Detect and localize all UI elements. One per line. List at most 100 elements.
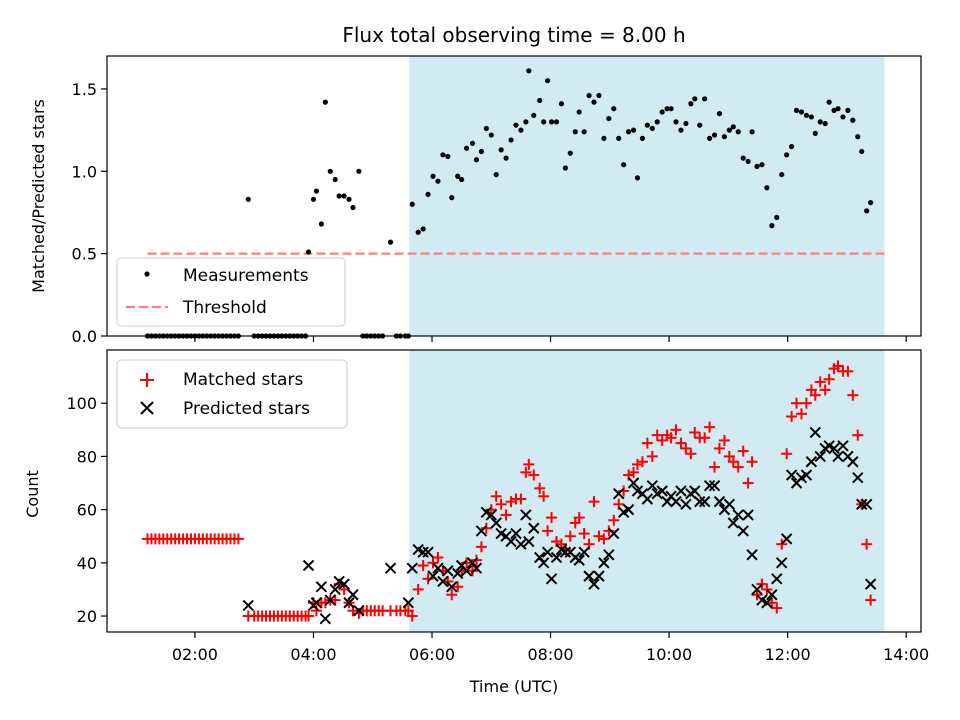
predicted-star-point (837, 440, 849, 452)
predicted-star-point (505, 535, 517, 548)
matched-star-point (791, 397, 803, 409)
x-tick-label: 14:00 (883, 645, 929, 664)
predicted-star-point (573, 554, 585, 566)
measurement-point (463, 145, 470, 151)
matched-star-point (528, 469, 540, 481)
predicted-star-point (302, 559, 315, 572)
measurement-point (415, 229, 421, 235)
measurement-point (721, 134, 728, 140)
matched-star-point (515, 493, 527, 505)
measurement-point (855, 134, 861, 140)
matched-star-point (809, 389, 821, 401)
predicted-star-point (694, 495, 706, 508)
predicted-star-point (523, 535, 535, 548)
predicted-star-point (432, 562, 444, 574)
measurement-point (473, 157, 480, 163)
matched-star-point (578, 528, 590, 540)
predicted-star-point (776, 557, 788, 569)
measurement-point (659, 109, 665, 115)
predicted-star-point (766, 589, 778, 601)
top-y-tick-label: 1.5 (72, 80, 97, 99)
matched-star-point (861, 538, 873, 550)
matched-star-point (573, 512, 585, 524)
measurement-point (553, 119, 560, 125)
predicted-star-point (598, 557, 610, 569)
matched-star-point (814, 376, 826, 388)
top-y-tick-label: 1.0 (72, 162, 97, 181)
measurement-point (440, 152, 446, 158)
matched-star-point (232, 533, 244, 545)
measurement-point (831, 107, 837, 113)
matched-star-point (534, 482, 546, 494)
measurement-point (341, 193, 347, 199)
predicted-star-point (485, 509, 497, 521)
measurement-point (350, 204, 356, 211)
predicted-star-point (437, 575, 449, 588)
matched-star-point (598, 533, 610, 545)
measurement-point (788, 143, 795, 150)
predicted-star-point (451, 567, 464, 580)
legend-threshold-label: Threshold (182, 298, 267, 318)
predicted-star-point (646, 479, 659, 492)
measurement-point (455, 173, 461, 179)
bottom-y-tick-label: 60 (77, 501, 97, 520)
measurement-point (591, 99, 597, 105)
matched-star-point (523, 458, 535, 470)
measurement-point (702, 96, 708, 102)
bottom-panel: 20 40 60 80 100 02:00 04:00 06:00 08:00 10:00 12:… (23, 349, 929, 696)
measurement-point (430, 173, 436, 179)
predicted-star-point (310, 597, 323, 609)
bottom-observing-interval (409, 350, 885, 632)
matched-star-point (832, 360, 844, 372)
matched-star-point (852, 429, 864, 441)
measurement-point (596, 92, 602, 99)
matched-star-point (446, 589, 458, 601)
measurement-point (798, 109, 805, 115)
measurement-point (611, 106, 617, 112)
matched-star-point (847, 389, 859, 401)
measurement-point (735, 129, 741, 135)
matched-star-point (718, 434, 730, 446)
predicted-star-point (723, 498, 736, 511)
predicted-star-point (559, 546, 572, 558)
measurement-point (459, 176, 465, 183)
measurement-point (508, 137, 514, 143)
measurement-point (518, 127, 524, 133)
bottom-y-axis-title: Count (23, 470, 42, 518)
top-legend-box (116, 257, 346, 327)
bottom-y-tick-label: 80 (77, 447, 97, 466)
matched-star-point (675, 437, 687, 449)
predicted-star-point (417, 546, 429, 558)
top-legend: Measurements Threshold (116, 257, 346, 327)
matched-star-point (685, 448, 697, 460)
matched-star-point (680, 442, 692, 454)
measurement-point (445, 153, 451, 160)
matched-star-point (628, 466, 640, 478)
predicted-star-point (675, 485, 687, 497)
matched-star-point (495, 498, 507, 510)
predicted-star-point (703, 479, 716, 492)
measurement-point (808, 114, 814, 120)
legend-predicted-label: Predicted stars (183, 399, 310, 419)
matched-star-point (737, 445, 749, 457)
predicted-star-point (780, 533, 793, 545)
measurement-point (541, 119, 547, 125)
matched-star-point (564, 530, 576, 542)
matched-star-point (732, 461, 744, 473)
measurement-point (793, 107, 800, 113)
matched-star-point (417, 559, 429, 571)
predicted-star-point (490, 517, 502, 529)
matched-star-point (500, 509, 512, 521)
bottom-y-tick-label: 40 (77, 554, 97, 573)
measurement-point (644, 122, 650, 128)
top-y-tick-label: 0.0 (72, 327, 97, 346)
measurement-point (503, 155, 509, 161)
matched-star-point (704, 421, 716, 433)
measurement-point (745, 158, 751, 165)
predicted-star-point (856, 498, 868, 511)
measurement-point (616, 135, 622, 141)
legend-measurements-label: Measurements (183, 266, 309, 286)
predicted-star-point (583, 570, 595, 582)
matched-star-point (865, 594, 877, 606)
predicted-star-point (708, 479, 721, 492)
